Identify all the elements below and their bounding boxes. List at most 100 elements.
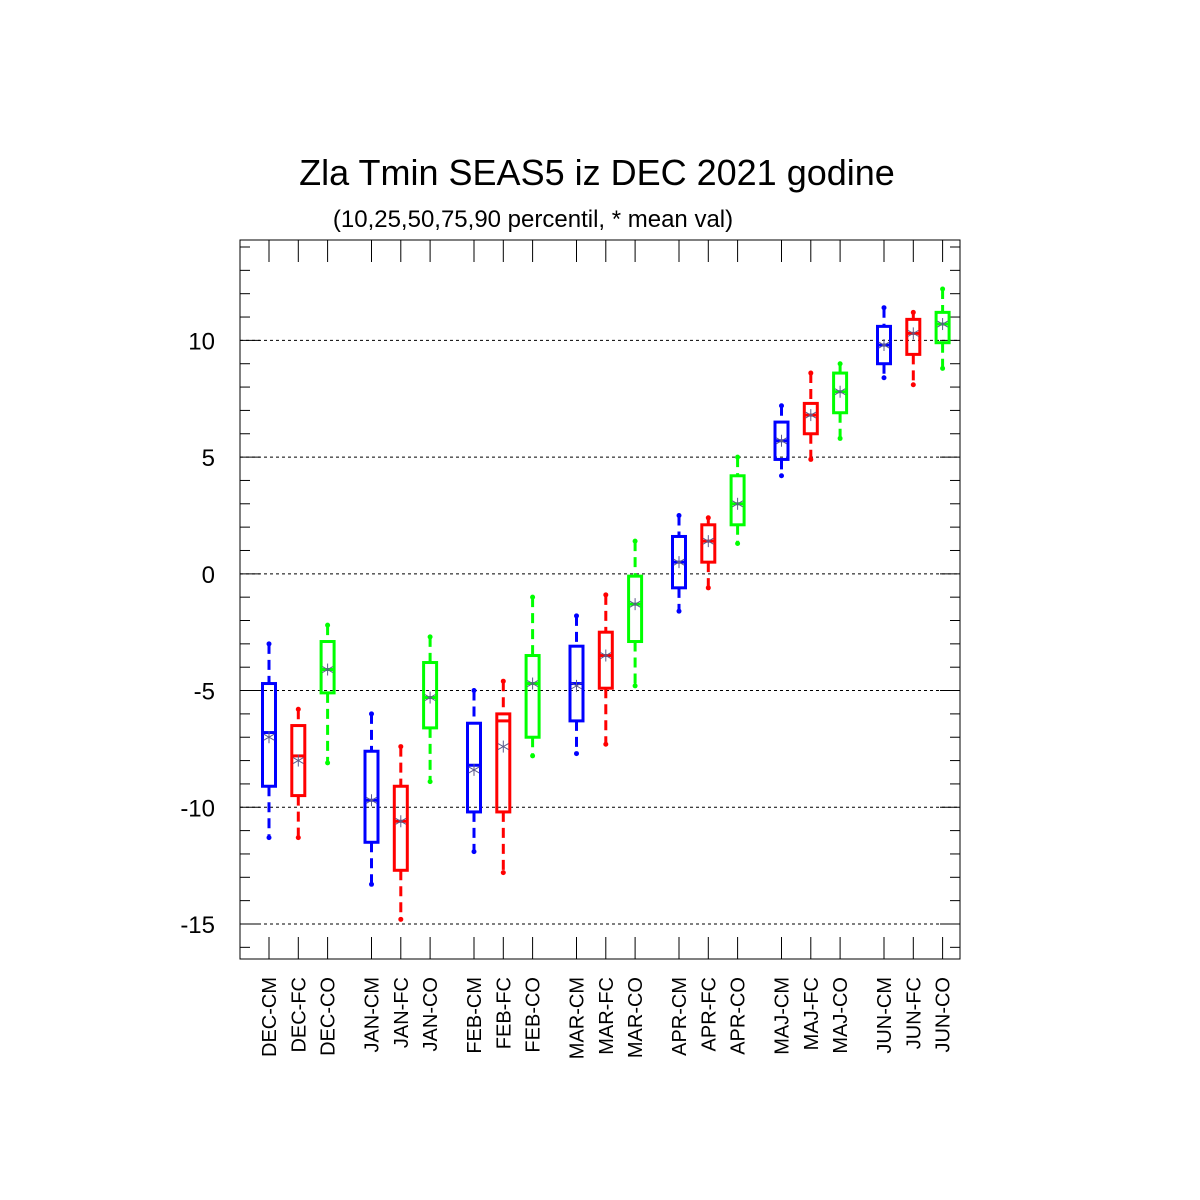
p90-cap [881, 305, 887, 311]
mean-stroke [395, 817, 407, 825]
x-tick-label: APR-CM [669, 977, 691, 1056]
mean-marker [834, 385, 846, 398]
mean-stroke [937, 320, 949, 328]
box-mar-cm [568, 613, 585, 757]
iqr-box [700, 523, 717, 564]
box-feb-cm [466, 688, 482, 855]
iqr-box [466, 721, 482, 814]
p90-cap [369, 711, 374, 717]
y-tick-label: 5 [202, 445, 215, 472]
box-mar-fc [597, 592, 614, 747]
p90-cap [574, 613, 579, 619]
box-dec-cm [261, 641, 277, 841]
p10-cap [471, 849, 477, 855]
p90-cap [266, 641, 272, 647]
iqr-box [261, 682, 277, 788]
grid-lines [240, 339, 960, 925]
iqr-box [495, 712, 512, 814]
mean-marker [366, 794, 377, 807]
iqr-box [597, 630, 614, 690]
p10-cap [295, 835, 301, 841]
mean-marker [805, 409, 817, 422]
mean-stroke [600, 652, 612, 659]
mean-marker [497, 740, 509, 753]
box-maj-co [832, 361, 849, 441]
p10-cap [940, 365, 946, 371]
p10-cap [705, 585, 711, 591]
x-tick-label: FEB-CO [523, 977, 545, 1053]
iqr-box [934, 310, 951, 345]
box-jun-cm [876, 305, 892, 381]
mean-stroke [629, 600, 641, 608]
x-tick-label: DEC-FC [288, 977, 310, 1053]
y-tick-label: -15 [180, 912, 215, 939]
box-maj-fc [802, 370, 819, 462]
box-dec-co [319, 622, 336, 766]
mean-marker [424, 691, 436, 704]
mean-stroke [424, 694, 436, 701]
p10-cap [779, 473, 784, 479]
p90-cap [676, 512, 682, 518]
x-tick-label: APR-FC [698, 977, 720, 1051]
x-tick-label: MAJ-CO [830, 977, 852, 1054]
p10-cap [500, 870, 506, 876]
mean-stroke [776, 437, 787, 445]
mean-stroke [263, 733, 275, 741]
p10-cap [574, 751, 579, 757]
x-tick-label: MAJ-CM [772, 977, 794, 1055]
x-tick-label: MAR-CO [625, 977, 647, 1058]
mean-stroke [468, 766, 480, 774]
y-tick-label: 10 [188, 328, 215, 355]
plot-frame [239, 239, 961, 960]
iqr-box [802, 401, 819, 436]
p90-cap [295, 706, 301, 712]
p90-cap [398, 744, 404, 750]
mean-stroke [292, 757, 304, 765]
mean-marker [702, 535, 714, 548]
x-axis: DEC-CM DEC-FC DEC-CO JAN-CM JAN-FC JAN-CO FEB-… [259, 240, 955, 1059]
mean-stroke [527, 680, 539, 687]
mean-marker [673, 556, 685, 569]
p10-cap [837, 435, 843, 441]
box-jan-cm [363, 711, 380, 887]
p90-cap [500, 678, 506, 684]
box-series [261, 286, 951, 922]
p90-cap [837, 361, 843, 367]
p90-cap [910, 309, 916, 315]
box-apr-cm [671, 512, 687, 614]
mean-marker [263, 731, 275, 744]
p10-cap [808, 456, 814, 462]
x-tick-label: JAN-CM [362, 977, 384, 1053]
p10-cap [603, 741, 609, 747]
box-feb-co [524, 594, 541, 759]
p10-cap [266, 835, 272, 841]
box-feb-fc [495, 678, 512, 876]
box-mar-co [627, 538, 644, 689]
x-tick-label: JUN-CO [933, 977, 955, 1053]
p90-cap [471, 688, 477, 694]
mean-stroke [805, 411, 817, 419]
p90-cap [530, 594, 536, 600]
y-tick-label: -10 [180, 795, 215, 822]
iqr-box [392, 784, 409, 872]
y-tick-label: -5 [194, 679, 215, 706]
x-tick-label: MAR-CM [567, 977, 589, 1059]
mean-marker [732, 497, 744, 510]
p10-cap [910, 382, 916, 388]
iqr-box [905, 317, 922, 356]
y-axis: 10 5 0 -5 -10 -15 [180, 246, 960, 948]
iqr-box [422, 661, 439, 730]
box-apr-fc [700, 515, 717, 591]
p10-cap [398, 916, 404, 922]
mean-marker [395, 815, 407, 828]
p90-cap [427, 634, 433, 640]
mean-marker [322, 663, 334, 676]
p90-cap [940, 286, 946, 292]
iqr-box [290, 724, 307, 798]
x-tick-label: JAN-FC [391, 977, 413, 1048]
box-jan-fc [392, 744, 409, 922]
mean-stroke [878, 341, 890, 349]
p90-cap [735, 454, 741, 460]
box-maj-cm [773, 403, 790, 479]
x-tick-label: JUN-CM [874, 977, 896, 1054]
